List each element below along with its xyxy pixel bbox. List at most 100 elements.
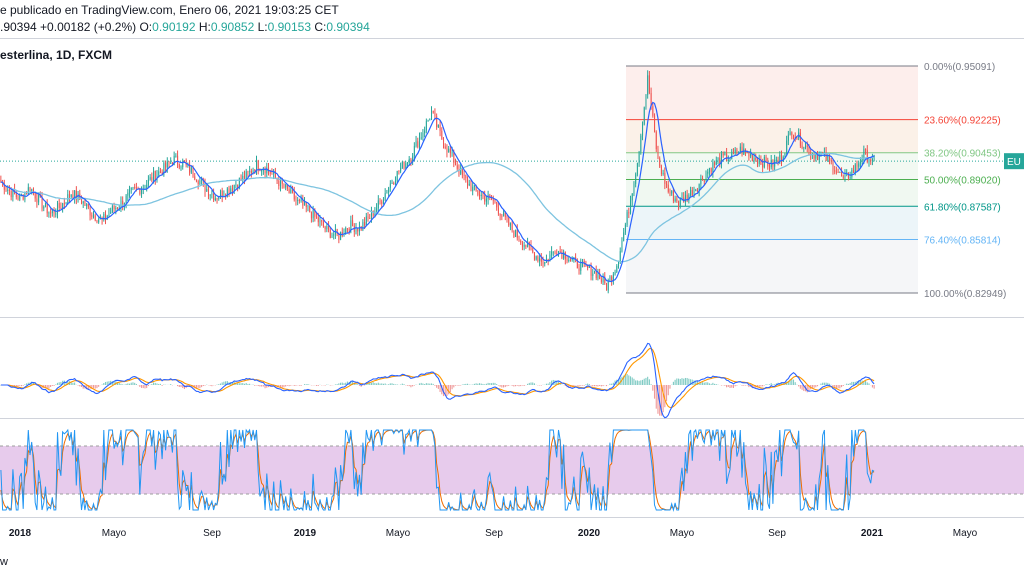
macd-histogram-bar (410, 385, 412, 388)
candle-body (791, 132, 793, 135)
candle-body (391, 183, 393, 185)
macd-histogram-bar (587, 383, 589, 385)
macd-histogram-bar (77, 385, 79, 386)
stoch-k-line (0, 428, 875, 512)
macd-histogram-bar (611, 383, 613, 385)
macd-histogram-bar (847, 383, 849, 385)
x-tick-label: 2019 (294, 528, 317, 539)
macd-histogram-bar (372, 382, 374, 385)
macd-histogram-bar (602, 385, 604, 387)
candle-body (847, 172, 849, 179)
candle-body (292, 189, 294, 193)
candle-body (10, 191, 12, 198)
macd-histogram-bar (655, 385, 657, 409)
macd-histogram-bar (221, 382, 223, 385)
macd-histogram-bar (298, 385, 300, 386)
price-tag: EU (1007, 157, 1021, 168)
candle-body (268, 167, 270, 172)
candle-body (803, 147, 805, 149)
candle-body (501, 215, 503, 217)
candle-body (122, 200, 124, 207)
candle-body (503, 212, 505, 216)
candle-body (312, 210, 314, 219)
candle-body (535, 256, 537, 260)
candle-body (738, 152, 740, 154)
macd-histogram-bar (336, 384, 338, 385)
candle-body (346, 228, 348, 230)
candle-body (829, 155, 831, 160)
macd-histogram-bar (485, 383, 487, 385)
macd-histogram-bar (695, 380, 697, 385)
macd-histogram-bar (226, 381, 228, 385)
macd-histogram-bar (51, 385, 53, 386)
candle-body (628, 212, 630, 214)
candle-body (480, 194, 482, 197)
candle-body (499, 213, 501, 216)
candle-body (209, 194, 211, 196)
candle-body (482, 194, 484, 196)
macd-histogram-bar (576, 385, 578, 386)
candle-body (751, 154, 753, 162)
macd-histogram-bar (863, 380, 865, 385)
macd-histogram-bar (473, 383, 475, 385)
candle-body (302, 200, 304, 206)
macd-histogram-bar (406, 385, 409, 386)
macd-histogram-bar (556, 380, 558, 385)
macd-histogram-bar (122, 384, 124, 385)
macd-histogram-bar (700, 381, 702, 385)
footer-text: w (0, 556, 8, 568)
macd-histogram-bar (765, 384, 767, 385)
macd-histogram-bar (458, 385, 460, 386)
candle-body (43, 206, 45, 209)
ohlc-bar: .90394 +0.00182 (+0.2%) O:0.90192 H:0.90… (0, 20, 370, 34)
macd-histogram-bar (201, 385, 203, 388)
candle-body (139, 188, 141, 194)
macd-histogram-bar (267, 385, 270, 388)
x-tick-label: Sep (203, 528, 221, 539)
candle-body (357, 228, 359, 232)
candle-body (398, 170, 400, 172)
candle-body (41, 197, 43, 209)
candle-body (108, 213, 110, 217)
candle-body (27, 187, 29, 195)
macd-histogram-bar (636, 380, 638, 385)
macd-histogram-bar (581, 385, 584, 386)
macd-histogram-bar (132, 382, 134, 385)
macd-histogram-bar (340, 382, 342, 385)
macd-histogram-bar (827, 382, 829, 385)
macd-histogram-bar (140, 385, 143, 388)
candle-body (34, 192, 36, 199)
macd-histogram-bar (708, 383, 710, 385)
candle-body (443, 139, 445, 147)
candle-body (300, 200, 302, 202)
macd-histogram-bar (852, 381, 855, 385)
candle-body (29, 187, 31, 192)
macd-histogram-bar (154, 382, 156, 385)
candle-body (470, 183, 472, 192)
candle-body (401, 161, 403, 169)
candle-body (648, 75, 650, 94)
macd-histogram-bar (170, 384, 172, 385)
candle-body (129, 189, 131, 193)
candle-body (465, 175, 467, 179)
candle-body (213, 193, 215, 201)
macd-histogram-bar (667, 385, 669, 396)
macd-histogram-bar (617, 379, 620, 385)
macd-histogram-bar (798, 385, 800, 387)
macd-histogram-bar (497, 385, 499, 386)
candle-body (214, 198, 216, 201)
candle-body (463, 174, 465, 176)
macd-histogram-bar (588, 384, 590, 385)
macd-histogram-bar (516, 385, 518, 386)
macd-histogram-bar (653, 385, 656, 399)
macd-histogram-bar (87, 385, 89, 390)
candle-body (700, 178, 702, 185)
macd-histogram-bar (849, 383, 851, 385)
macd-histogram-bar (772, 384, 774, 385)
candle-body (395, 181, 397, 184)
candle-body (403, 161, 405, 169)
candle-body (793, 134, 795, 137)
macd-histogram-bar (334, 384, 336, 385)
macd-histogram-bar (475, 383, 477, 385)
